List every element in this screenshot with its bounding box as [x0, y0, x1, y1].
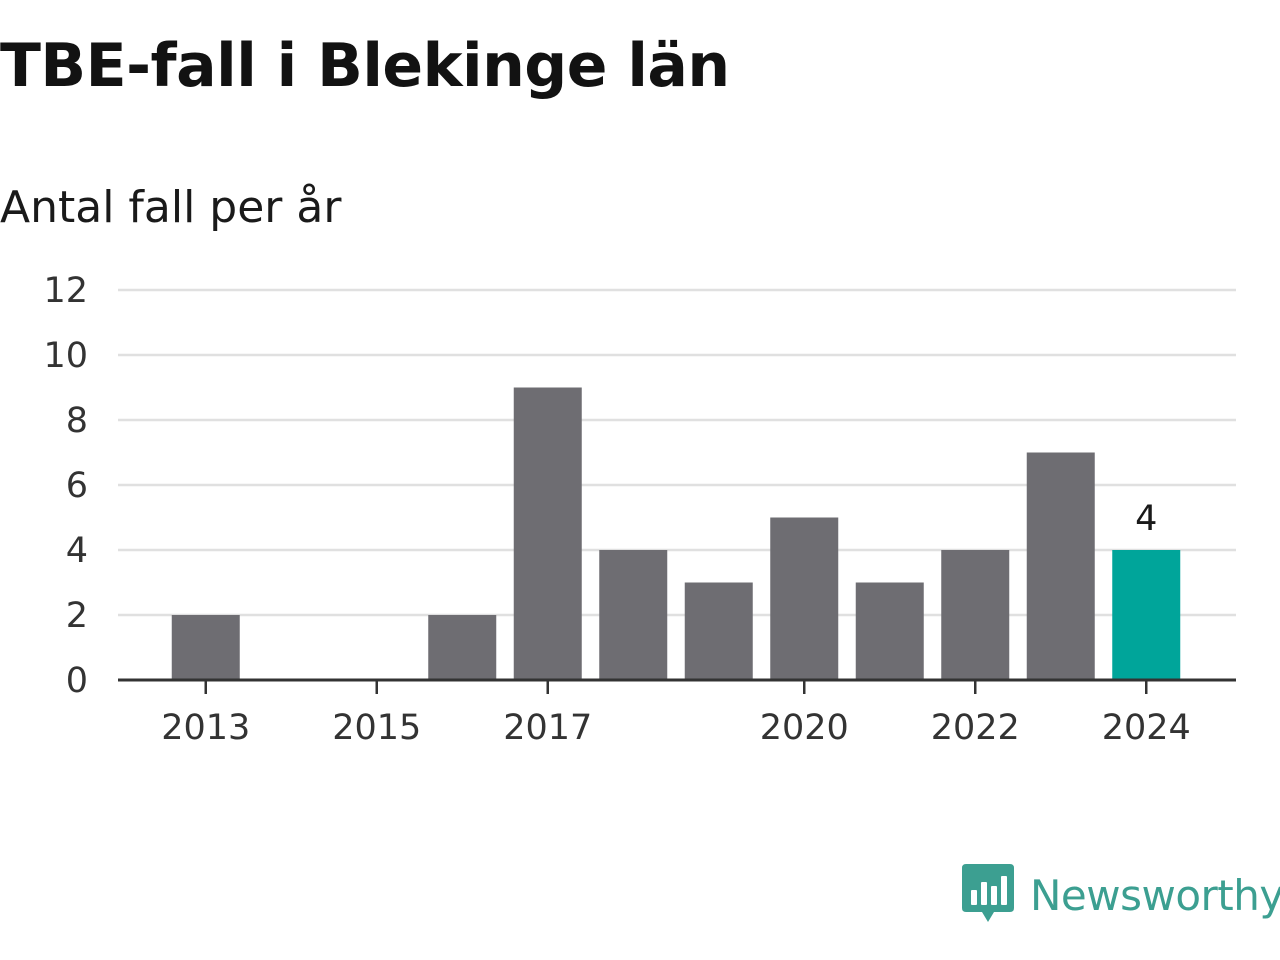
bars [171, 387, 1181, 680]
y-tick-label: 12 [43, 271, 88, 311]
brand-logo: Newsworthy [962, 862, 1280, 928]
y-tick-label: 2 [66, 596, 88, 636]
y-tick-label: 0 [66, 661, 88, 701]
x-tick-label: 2013 [161, 708, 250, 748]
x-tick-label: 2015 [332, 708, 421, 748]
bar-2020 [770, 517, 839, 680]
y-tick-label: 6 [66, 466, 88, 506]
chart-title: TBE-fall i Blekinge län [0, 31, 730, 101]
bar-2024 [1112, 550, 1181, 680]
labels: 0 2 4 6 8 10 12 2013 2015 2017 2020 2022 2024 4 [43, 271, 1190, 748]
bar-chart: 0 2 4 6 8 10 12 2013 2015 2017 2020 2022 2024 4 [43, 271, 1236, 748]
bar-2023 [1026, 452, 1095, 680]
bar-2021 [855, 582, 924, 680]
bar-2018 [599, 550, 668, 680]
bar-2019 [684, 582, 753, 680]
x-tick-label: 2017 [503, 708, 592, 748]
bar-2022 [941, 550, 1010, 680]
data-label-2024: 4 [1135, 499, 1157, 539]
x-tick-label: 2024 [1102, 708, 1191, 748]
bar-2016 [428, 615, 497, 680]
bar-2017 [513, 387, 582, 680]
x-tick-label: 2020 [760, 708, 849, 748]
bar-2013 [171, 615, 240, 680]
y-tick-label: 8 [66, 401, 88, 441]
brand-name: Newsworthy [1030, 870, 1280, 920]
y-tick-label: 4 [66, 531, 88, 571]
x-tick-label: 2022 [931, 708, 1020, 748]
chart-subtitle: Antal fall per år [0, 182, 342, 233]
x-axis [118, 678, 1236, 694]
newsworthy-logo-icon [962, 864, 1014, 922]
y-tick-label: 10 [43, 336, 88, 376]
